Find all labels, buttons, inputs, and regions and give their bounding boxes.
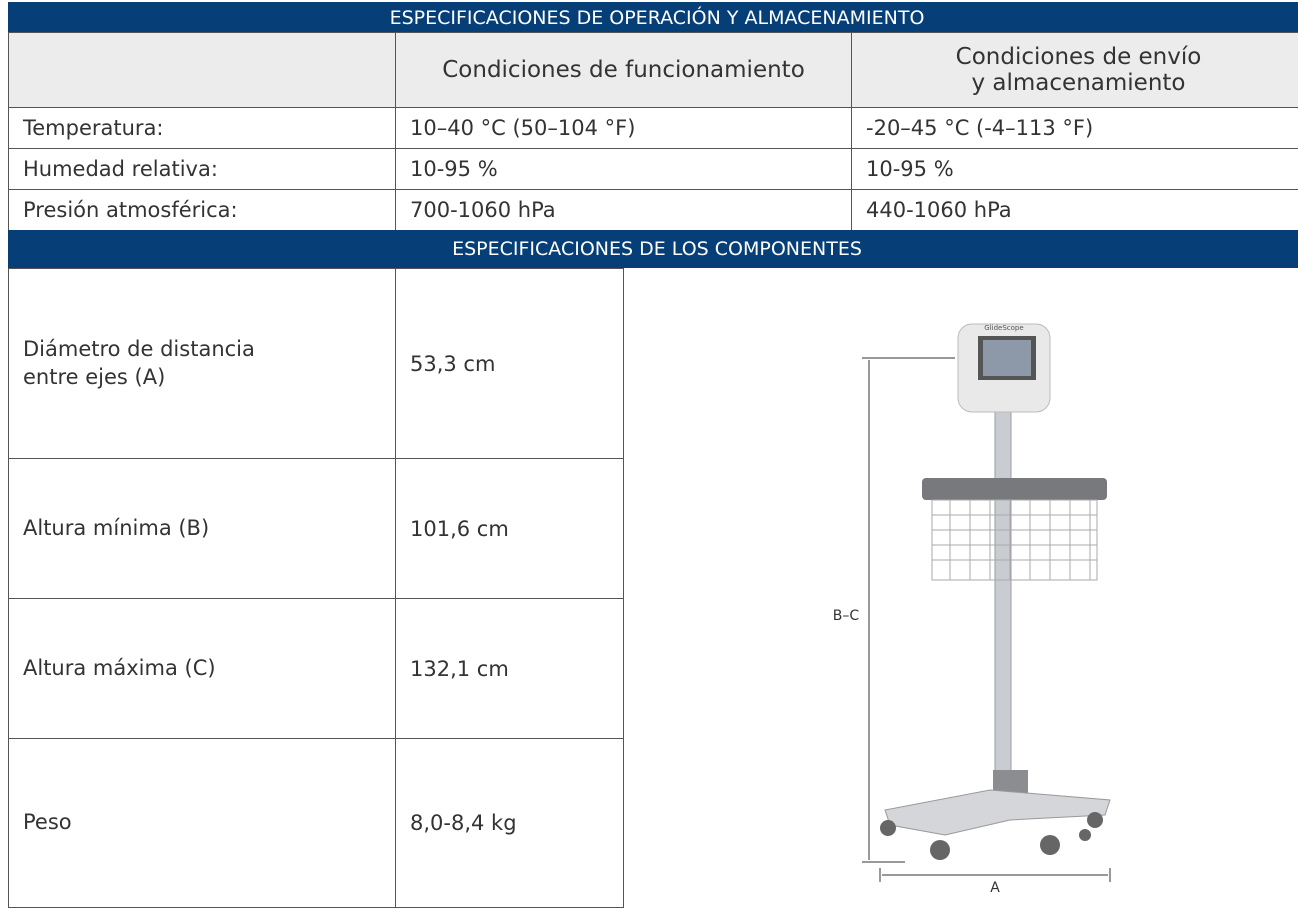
cell-text: 10-95 % xyxy=(410,157,498,181)
cell-text: 53,3 cm xyxy=(410,351,496,376)
height-label: B–C xyxy=(833,608,860,624)
table-cell: Altura máxima (C) xyxy=(8,598,396,739)
cell-text: Altura mínima (B) xyxy=(23,515,210,540)
cell-text: ESPECIFICACIONES DE OPERACIÓN Y ALMACENA… xyxy=(389,6,925,29)
cell-text: 440-1060 hPa xyxy=(866,198,1012,222)
cell-text: 700-1060 hPa xyxy=(410,198,556,222)
column-header-line: y almacenamiento xyxy=(971,70,1186,96)
brand: GlideScope xyxy=(984,324,1023,332)
section-header: ESPECIFICACIONES DE LOS COMPONENTES xyxy=(8,230,1298,268)
cell-text: 10–40 °C (50–104 °F) xyxy=(410,116,636,140)
table-cell: 10–40 °C (50–104 °F) xyxy=(395,107,852,149)
table-cell: 440-1060 hPa xyxy=(851,189,1298,231)
table-cell: Peso xyxy=(8,738,396,908)
table-cell: Diámetro de distancia entre ejes (A) xyxy=(8,268,396,459)
cell-text: -20–45 °C (-4–113 °F) xyxy=(866,116,1094,140)
cell-text: 10-95 % xyxy=(866,157,954,181)
table-cell: 10-95 % xyxy=(395,148,852,190)
table-cell: 53,3 cm xyxy=(395,268,624,459)
table-cell: Temperatura: xyxy=(8,107,396,149)
table-cell: -20–45 °C (-4–113 °F) xyxy=(851,107,1298,149)
column-header: Condiciones de funcionamiento xyxy=(395,32,852,108)
table-cell: 132,1 cm xyxy=(395,598,624,739)
cell-text: 101,6 cm xyxy=(410,516,509,541)
section-header: ESPECIFICACIONES DE OPERACIÓN Y ALMACENA… xyxy=(8,2,1298,33)
table-cell: 700-1060 hPa xyxy=(395,189,852,231)
table-cell: 8,0-8,4 kg xyxy=(395,738,624,908)
column-header-line: Condiciones de funcionamiento xyxy=(442,57,805,83)
cell-text: 8,0-8,4 kg xyxy=(410,811,517,835)
cell-text: Presión atmosférica: xyxy=(23,198,238,222)
table-cell: Altura mínima (B) xyxy=(8,458,396,599)
cell-text: 132,1 cm xyxy=(410,656,509,681)
header-cell xyxy=(8,32,396,108)
column-header: Condiciones de envío y almacenamiento xyxy=(851,32,1298,108)
cell-text: Peso xyxy=(23,810,72,835)
cell-text: Diámetro de distancia entre ejes (A) xyxy=(23,337,255,389)
cell-text: Altura máxima (C) xyxy=(23,655,216,680)
cell-text: ESPECIFICACIONES DE LOS COMPONENTES xyxy=(452,238,862,260)
table-cell: 101,6 cm xyxy=(395,458,624,599)
cell-text: Temperatura: xyxy=(23,116,164,140)
table-cell: 10-95 % xyxy=(851,148,1298,190)
table-cell: Humedad relativa: xyxy=(8,148,396,190)
column-header-line: Condiciones de envío xyxy=(955,44,1202,70)
table-cell: Presión atmosférica: xyxy=(8,189,396,231)
cell-text: Humedad relativa: xyxy=(23,157,218,181)
width-label: A xyxy=(990,880,1000,896)
